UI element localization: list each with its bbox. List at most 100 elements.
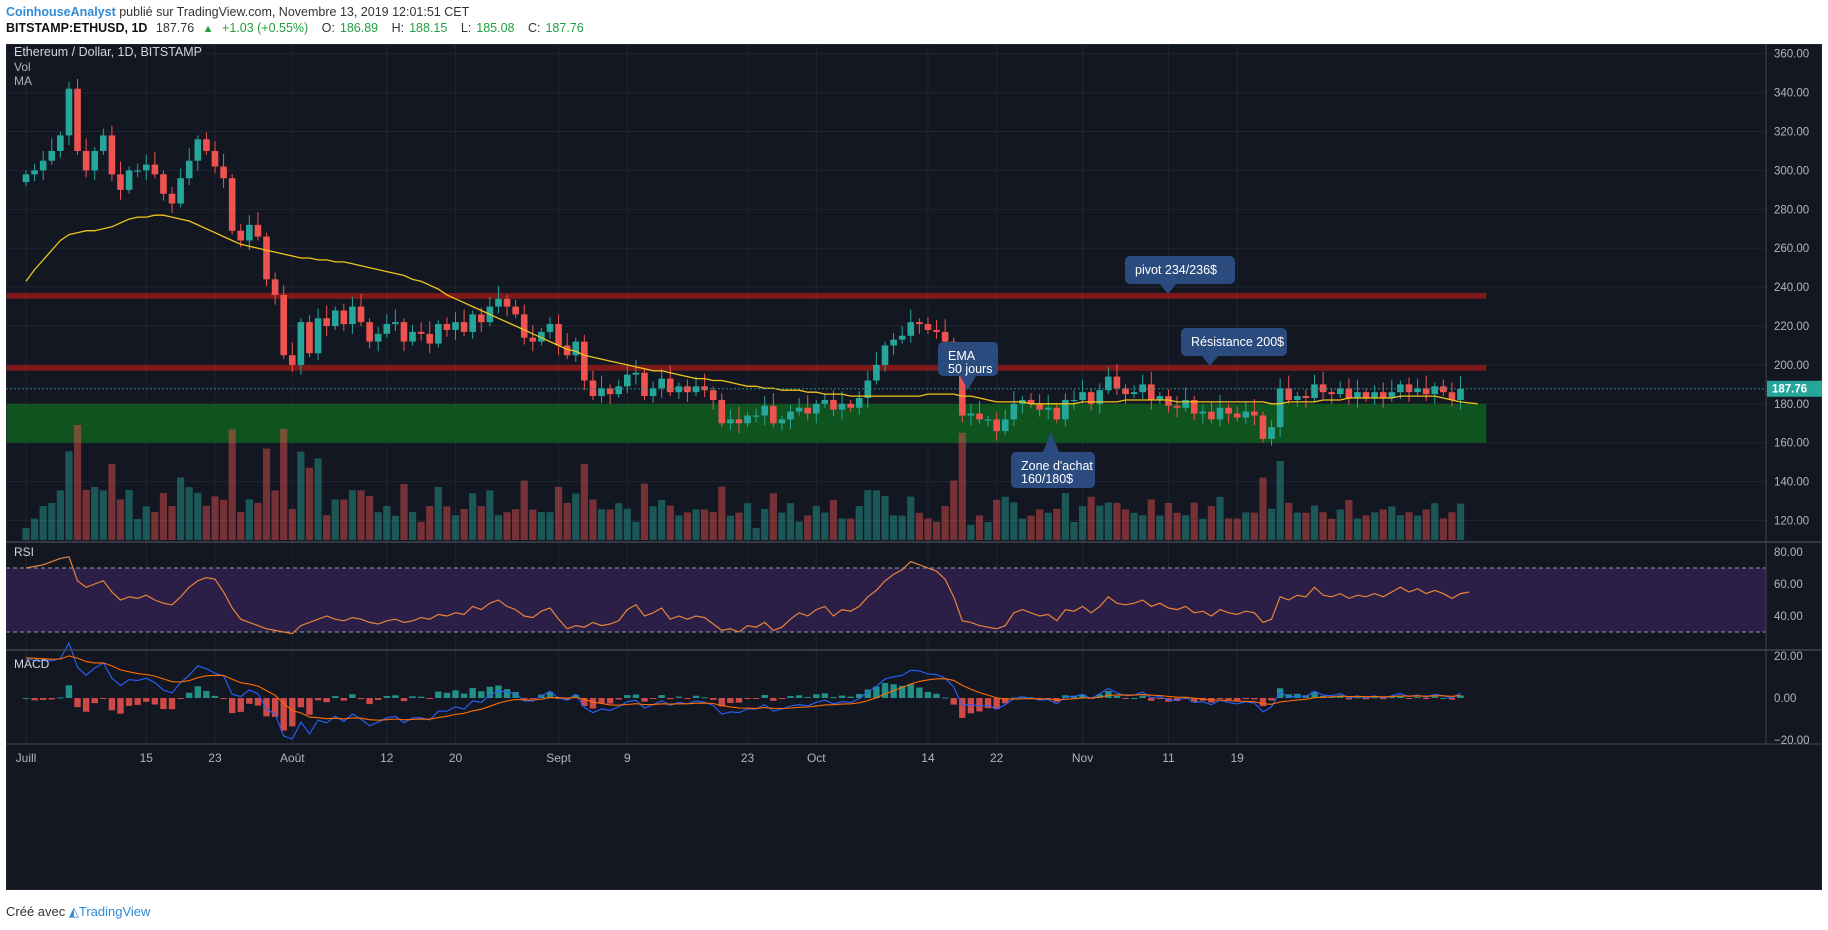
chart-area[interactable] <box>6 44 1822 890</box>
candle-body <box>1190 399 1198 414</box>
candle-body <box>357 306 365 323</box>
macd-histogram-bar <box>237 698 244 712</box>
candle-body <box>1087 392 1095 404</box>
candle-body <box>890 339 897 346</box>
macd-histogram-bar <box>692 695 700 698</box>
macd-histogram-bar <box>993 698 1000 710</box>
macd-histogram-bar <box>1002 698 1009 704</box>
candle-body <box>1070 399 1078 402</box>
candle-body <box>1216 407 1224 420</box>
volume-bar <box>1225 518 1233 540</box>
macd-histogram-bar <box>1448 698 1456 700</box>
candle-body <box>194 139 202 161</box>
volume-bar <box>1439 518 1447 540</box>
macd-histogram-bar <box>521 698 528 700</box>
macd-histogram-bar <box>383 696 390 698</box>
candle-body <box>306 322 313 354</box>
macd-histogram-bar <box>701 697 708 699</box>
volume-bar <box>1413 515 1422 540</box>
macd-histogram-bar <box>366 698 373 705</box>
price-tick-label: 120.00 <box>1774 516 1809 528</box>
price-tick-label: 160.00 <box>1774 438 1809 450</box>
candle-body <box>349 306 356 325</box>
macd-histogram-bar <box>589 698 597 709</box>
resistance-callout-tail <box>1202 356 1218 366</box>
tradingview-link[interactable]: TradingView <box>78 904 151 919</box>
candle-body <box>443 324 451 330</box>
volume-bar <box>838 518 846 540</box>
volume-bar <box>1371 512 1379 540</box>
macd-histogram-bar <box>563 698 571 700</box>
macd-histogram-bar <box>1182 698 1189 699</box>
resistance-zone <box>6 364 1487 371</box>
macd-label: MACD <box>14 657 50 671</box>
macd-tick-label: −20.00 <box>1774 735 1810 747</box>
macd-histogram-bar <box>641 698 648 702</box>
macd-line <box>25 641 1461 740</box>
volume-bar <box>709 512 717 540</box>
volume-bar <box>323 515 331 540</box>
volume-bar <box>503 512 511 540</box>
volume-bar <box>1182 515 1190 540</box>
volume-bar <box>477 506 485 540</box>
candle-body <box>203 139 210 151</box>
macd-histogram-bar <box>1122 698 1129 699</box>
price-tick-label: 280.00 <box>1774 204 1809 216</box>
macd-histogram-bar <box>323 698 330 703</box>
volume-bar <box>1233 518 1241 540</box>
candle-body <box>1079 392 1086 400</box>
volume-bar <box>520 480 528 540</box>
time-tick-label: Oct <box>807 751 826 765</box>
ema-callout-text: EMA <box>948 349 976 363</box>
macd-histogram-bar <box>1388 697 1396 699</box>
macd-histogram-bar <box>718 698 725 707</box>
macd-histogram-bar <box>74 698 81 708</box>
macd-histogram-bar <box>1105 691 1112 698</box>
macd-histogram-bar <box>1431 696 1438 698</box>
candle-body <box>924 324 932 330</box>
macd-histogram-bar <box>752 698 760 699</box>
time-tick-label: 9 <box>624 751 631 765</box>
tradingview-logo-icon[interactable]: ◭ <box>68 904 79 919</box>
candle-body <box>898 335 906 340</box>
candle-body <box>1165 396 1172 406</box>
macd-histogram-bar <box>898 685 906 698</box>
rsi-tick-label: 60.00 <box>1774 579 1803 591</box>
volume-bar <box>1285 502 1293 540</box>
volume-bar <box>615 503 623 540</box>
macd-histogram-bar <box>941 697 949 699</box>
candle-body <box>1354 392 1361 399</box>
volume-bar <box>795 521 803 540</box>
candle-body <box>297 322 305 365</box>
macd-histogram-bar <box>65 685 73 698</box>
macd-histogram-bar <box>1139 695 1146 698</box>
candle-body <box>976 413 983 420</box>
macd-histogram-bar <box>31 698 38 701</box>
price-tick-label: 240.00 <box>1774 282 1809 294</box>
volume-bar <box>469 493 477 540</box>
volume-bar <box>1027 515 1035 540</box>
candle-body <box>1285 388 1293 400</box>
volume-bar <box>374 512 382 540</box>
price-tick-label: 340.00 <box>1774 88 1809 100</box>
price-tick-label: 300.00 <box>1774 165 1809 177</box>
resistance-callout-text: Résistance 200$ <box>1191 335 1284 349</box>
macd-histogram-bar <box>1328 696 1335 698</box>
candle-body <box>31 170 38 175</box>
macd-histogram-bar <box>417 696 425 698</box>
macd-histogram-bar <box>280 698 287 731</box>
candle-body <box>400 322 408 342</box>
macd-histogram-bar <box>615 698 622 700</box>
macd-histogram-bar <box>1362 698 1370 700</box>
macd-histogram-bar <box>710 698 717 700</box>
volume-bar <box>932 521 941 540</box>
candle-body <box>280 294 287 356</box>
author-link[interactable]: CoinhouseAnalyst <box>6 5 116 19</box>
volume-bar <box>1087 496 1095 540</box>
macd-histogram-bar <box>211 695 219 698</box>
volume-bar <box>288 509 296 540</box>
macd-histogram-bar <box>838 695 846 698</box>
volume-bar <box>1353 518 1362 540</box>
macd-histogram-bar <box>581 698 588 707</box>
